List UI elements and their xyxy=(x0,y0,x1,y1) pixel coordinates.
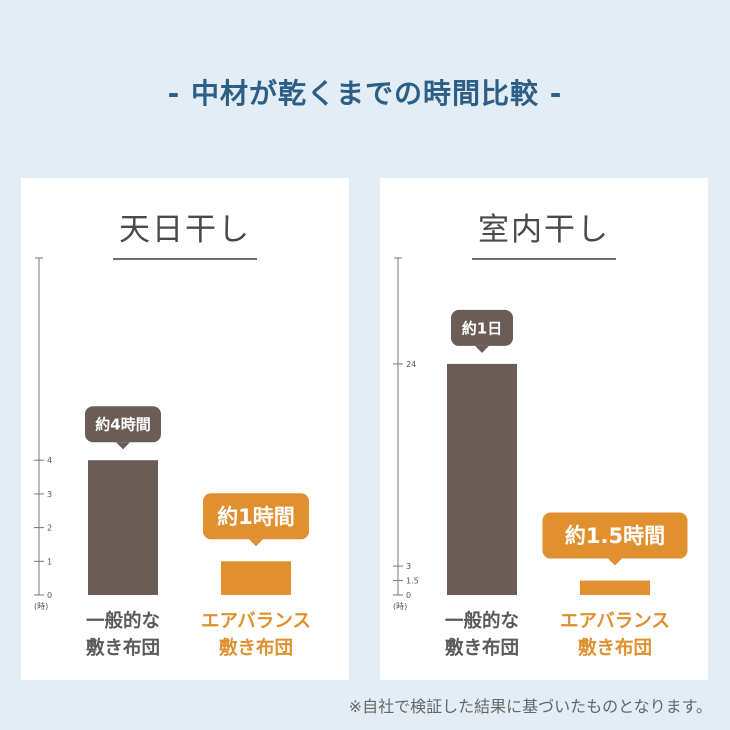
y-tick-label: 1 xyxy=(47,557,52,566)
value-callout: 約1日 xyxy=(451,309,513,353)
category-label: 一般的な 敷き布団 xyxy=(444,611,519,659)
y-unit-label: (時) xyxy=(34,602,48,611)
category-label: 一般的な 敷き布団 xyxy=(85,611,160,659)
value-label: 約1時間 xyxy=(217,505,295,529)
value-callout: 約4時間 xyxy=(85,406,161,450)
main-title: - 中材が乾くまでの時間比較 - xyxy=(167,77,563,110)
chart-panel-sun-drying: 天日干し 0 1 2 3 4 (時) 約4時間約1時間 一般的な 敷き布団 エアバランス 敷… xyxy=(21,178,349,680)
y-tick-label: 0 xyxy=(47,591,52,600)
bar xyxy=(88,460,158,595)
bar xyxy=(580,580,650,595)
y-tick-label: 2 xyxy=(47,524,52,533)
category-label: エアバランス 敷き布団 xyxy=(560,611,670,659)
y-unit-label: (時) xyxy=(393,602,407,611)
bar xyxy=(221,561,291,595)
panel-title: 室内干し xyxy=(478,212,610,248)
y-tick-label: 4 xyxy=(47,456,52,465)
value-label: 約1日 xyxy=(462,319,502,337)
category-label: エアバランス 敷き布団 xyxy=(201,611,311,659)
footnote: ※自社で検証した結果に基づいたものとなります。 xyxy=(348,697,712,716)
y-tick-label: 3 xyxy=(406,562,411,571)
chart-panel-indoor-drying: 室内干し 0 1.5 3 24 (時) 約1日約1.5時間 一般的な 敷き布団 エアバラン… xyxy=(380,178,708,680)
y-tick-label: 1.5 xyxy=(406,577,419,586)
y-tick-label: 24 xyxy=(406,360,416,369)
y-tick-label: 0 xyxy=(406,591,411,600)
panel-title: 天日干し xyxy=(119,212,251,248)
value-label: 約1.5時間 xyxy=(565,524,665,548)
value-callout: 約1.5時間 xyxy=(542,512,688,566)
y-tick-label: 3 xyxy=(47,490,52,499)
value-label: 約4時間 xyxy=(95,416,150,434)
bar xyxy=(447,363,517,595)
panel-title-underline xyxy=(113,258,257,260)
value-callout: 約1時間 xyxy=(203,493,309,547)
panel-title-underline xyxy=(472,258,616,260)
